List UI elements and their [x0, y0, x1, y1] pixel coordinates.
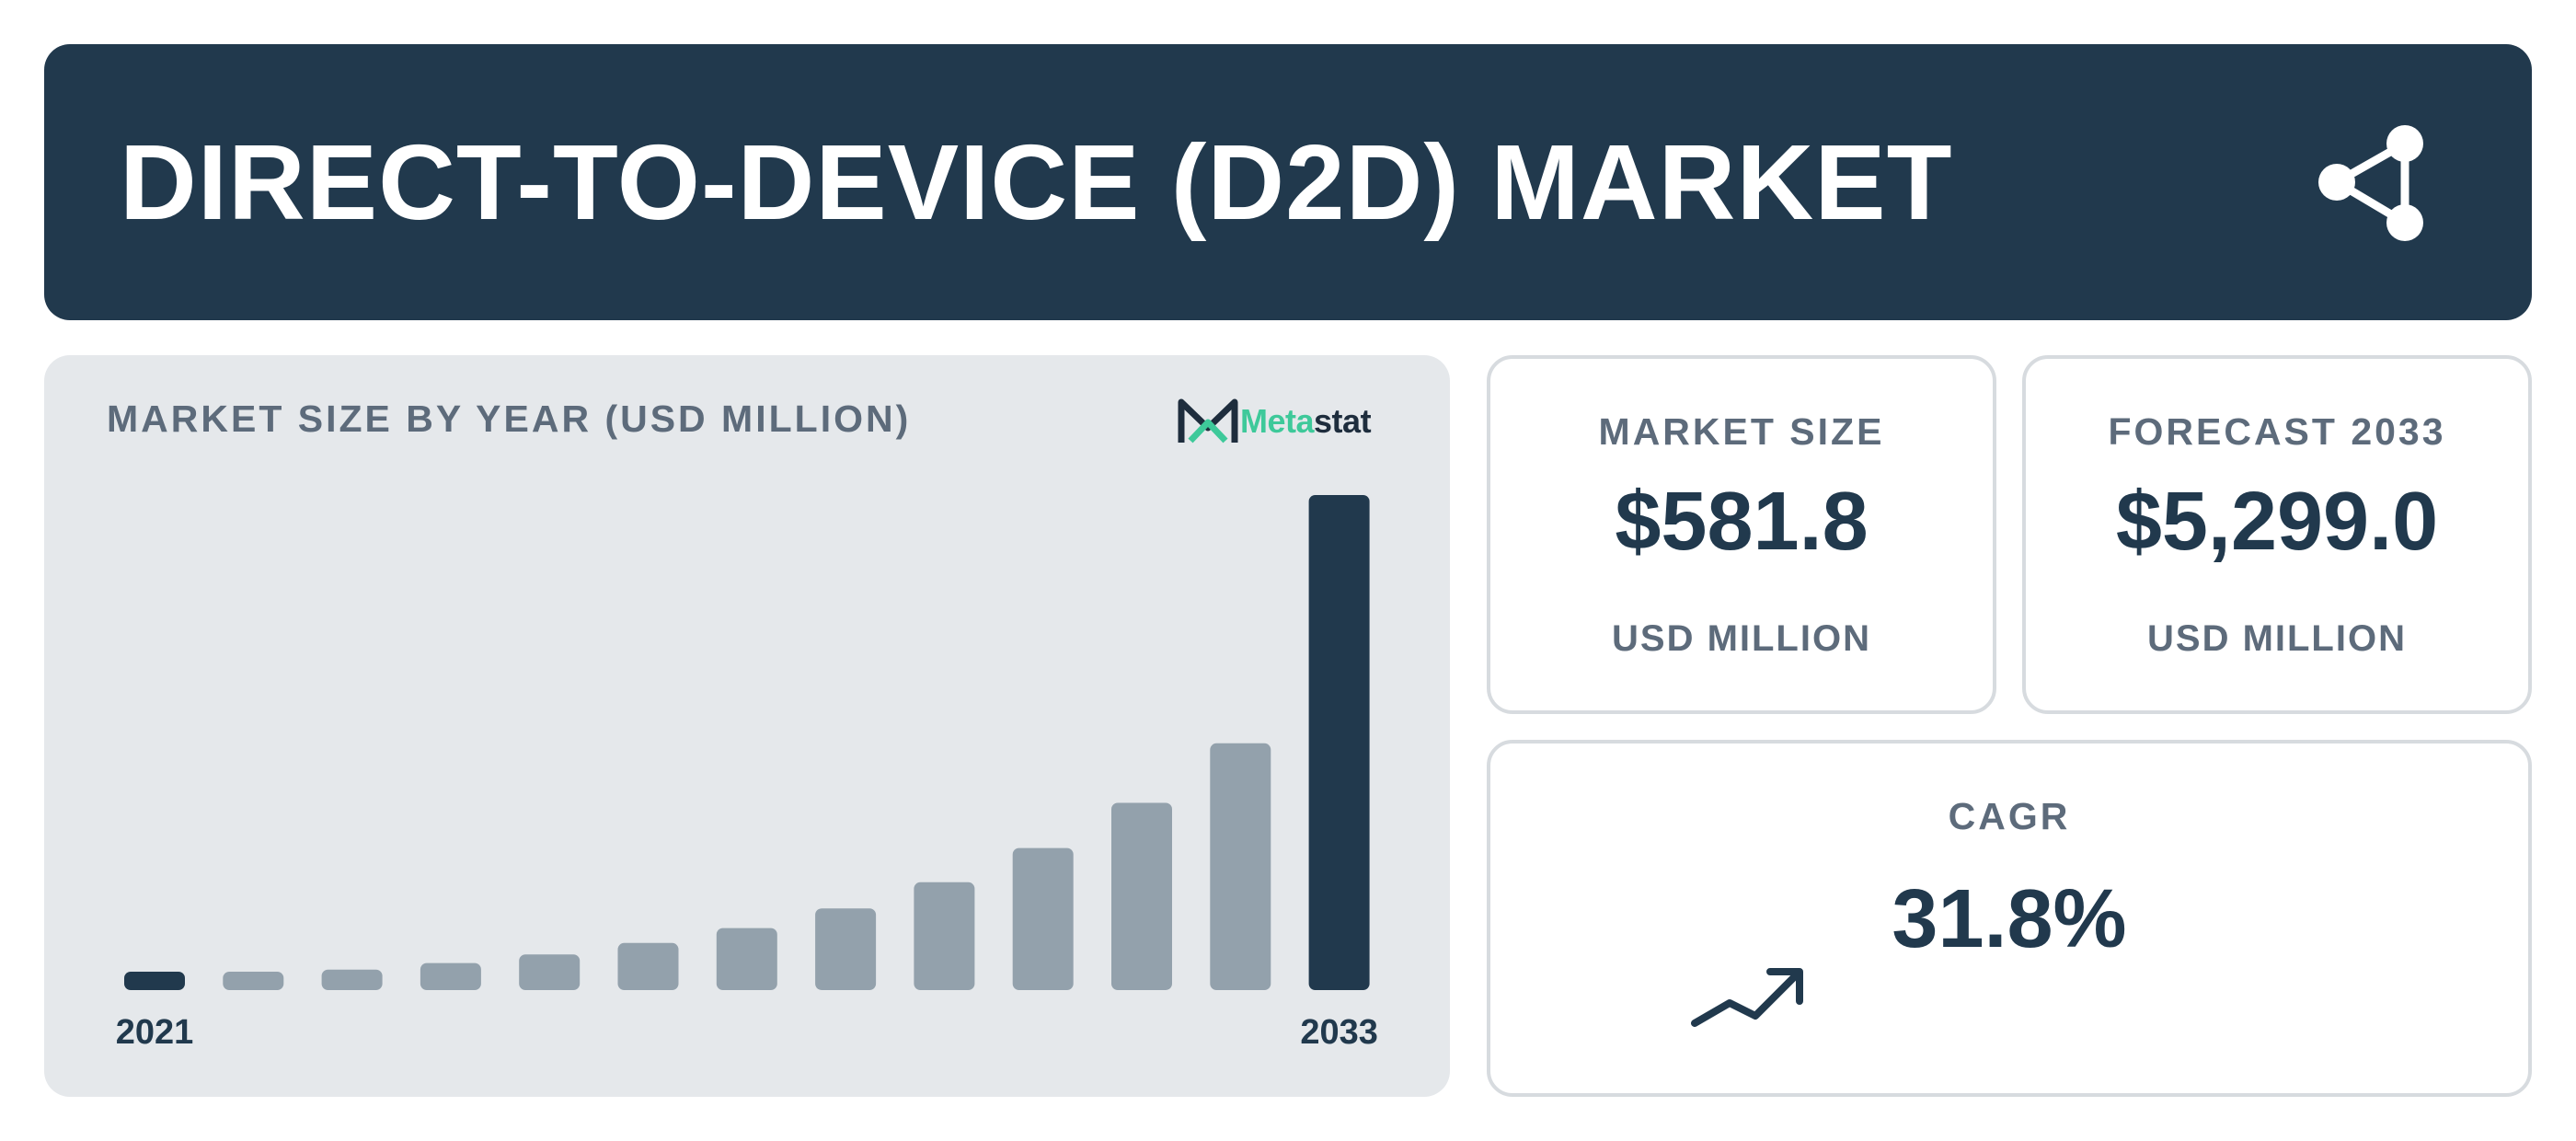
brand-name-part1: Meta [1240, 402, 1315, 440]
bar-2026 [617, 942, 679, 990]
bar-2022 [223, 972, 284, 990]
forecast-card: FORECAST 2033 $5,299.0 USD MILLION [2022, 355, 2532, 714]
market-size-card: MARKET SIZE $581.8 USD MILLION [1487, 355, 1996, 714]
cagr-label: CAGR [1948, 795, 2071, 837]
bar-2030 [1012, 847, 1074, 990]
share-icon[interactable] [2317, 123, 2436, 243]
bar-2031 [1111, 802, 1172, 990]
market-size-unit: USD MILLION [1612, 618, 1871, 659]
forecast-value: $5,299.0 [2115, 476, 2439, 568]
cagr-card: CAGR 31.8% [1487, 740, 2532, 1097]
bar-2024 [420, 962, 481, 990]
bar-chart: 2021 2033 [116, 495, 1378, 1052]
trend-up-icon [1691, 968, 1803, 1027]
brand-name: Metastat [1240, 402, 1372, 441]
cagr-value: 31.8% [1892, 873, 2127, 965]
header-banner: DIRECT-TO-DEVICE (D2D) MARKET [44, 44, 2532, 320]
bar-2032 [1210, 743, 1271, 990]
brand-name-part2: stat [1314, 402, 1372, 440]
bar-2028 [815, 908, 877, 990]
bar-2023 [321, 969, 383, 990]
market-size-label: MARKET SIZE [1598, 410, 1885, 453]
chart-title: MARKET SIZE BY YEAR (USD MILLION) [107, 398, 912, 440]
chart-panel: 2021 2033 MARKET SIZE BY YEAR (USD MILLIO… [44, 355, 1450, 1097]
page-title: DIRECT-TO-DEVICE (D2D) MARKET [120, 122, 1953, 242]
bar-2025 [519, 954, 581, 990]
bar-2029 [914, 882, 975, 990]
forecast-label: FORECAST 2033 [2108, 410, 2446, 453]
bar-2021 [124, 972, 185, 990]
market-size-value: $581.8 [1615, 476, 1869, 568]
x-tick-label-2021: 2021 [116, 1013, 194, 1052]
bar-2033 [1308, 495, 1370, 990]
x-tick-label-2033: 2033 [1300, 1013, 1378, 1052]
bar-2027 [716, 928, 777, 990]
forecast-unit: USD MILLION [2147, 618, 2407, 659]
brand-logo: Metastat [1178, 396, 1372, 447]
metastat-logo-icon [1178, 398, 1238, 444]
